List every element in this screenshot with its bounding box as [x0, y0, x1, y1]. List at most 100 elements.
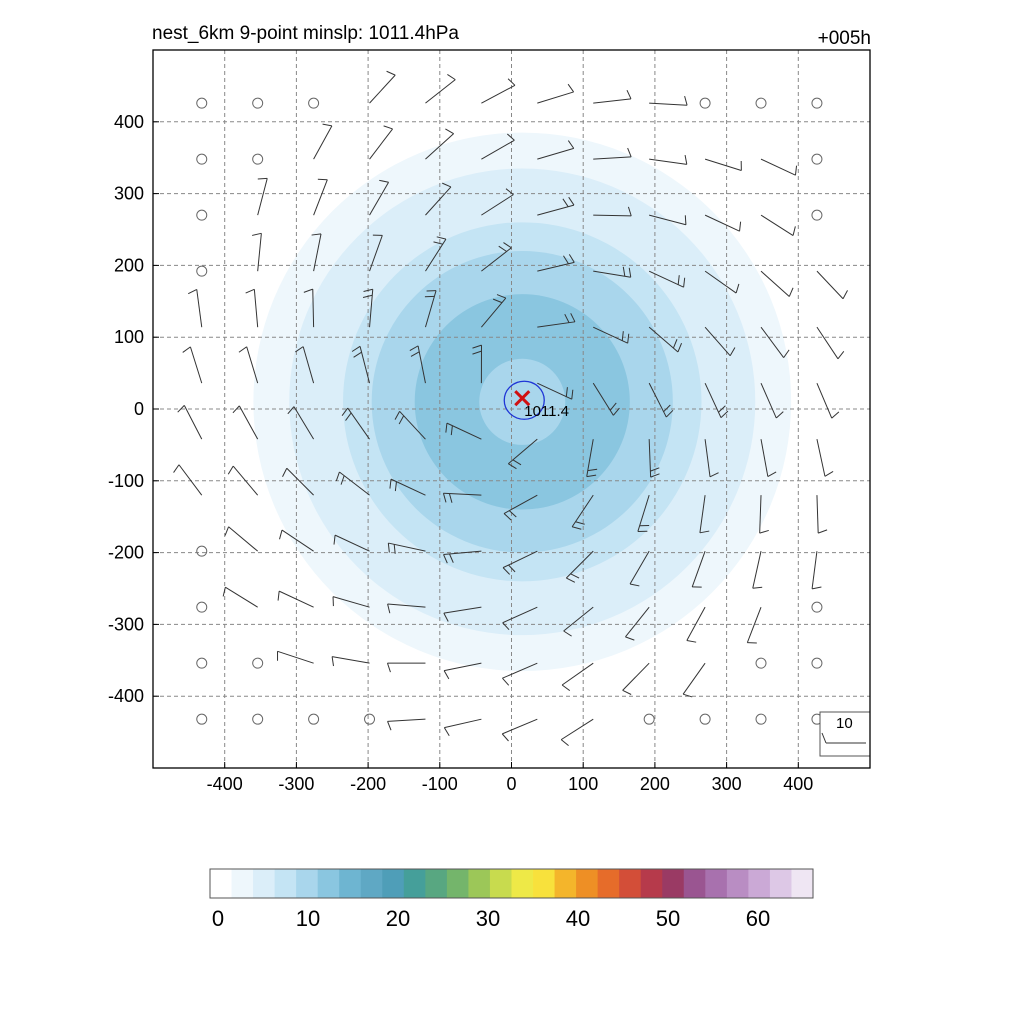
wind-barb — [648, 439, 660, 478]
wind-barb — [173, 464, 203, 496]
barb-feather — [363, 288, 373, 292]
y-tick-label: 200 — [114, 255, 144, 275]
barb-shaft — [649, 158, 687, 165]
barb-shaft — [232, 465, 259, 496]
colorbar-tick-label: 50 — [656, 906, 680, 931]
barb-feather — [506, 133, 515, 141]
colorbar-segment — [468, 869, 491, 898]
barb-feather — [622, 266, 626, 277]
chart-title-right: +005h — [818, 28, 871, 49]
wind-barb — [333, 534, 370, 552]
grid-lines — [153, 50, 870, 768]
barb-shaft — [369, 128, 393, 160]
wind-barb — [257, 177, 268, 216]
barb-feather — [387, 543, 390, 553]
barb-shaft — [481, 84, 516, 104]
barb-feather — [718, 405, 726, 413]
barb-feather — [568, 196, 575, 206]
wind-barb — [387, 718, 426, 731]
calm-wind-circle — [811, 97, 823, 109]
barb-feather — [682, 693, 693, 698]
barb-feather — [449, 553, 454, 563]
barb-shaft — [312, 289, 315, 328]
y-tick-label: -300 — [108, 614, 144, 634]
wind-barb — [502, 606, 538, 631]
barb-feather — [567, 83, 575, 93]
wind-speed-shading — [213, 93, 831, 711]
barb-shaft — [313, 233, 322, 272]
calm-wind-circle — [196, 153, 208, 165]
barb-feather — [567, 140, 575, 149]
calm-wind-circle — [811, 153, 823, 165]
barb-feather — [811, 586, 822, 590]
barb-feather — [563, 255, 569, 265]
calm-wind-circle — [643, 713, 655, 725]
barb-feather — [505, 188, 514, 196]
barb-feather — [433, 241, 443, 245]
barb-shaft — [425, 133, 454, 160]
barb-shaft — [649, 214, 687, 226]
barb-feather — [238, 346, 247, 353]
wind-barb — [409, 345, 426, 384]
barb-shaft — [704, 439, 711, 477]
colorbar-segment — [446, 869, 470, 898]
wind-barb — [691, 550, 706, 588]
barb-shaft — [502, 606, 538, 624]
wind-barb — [369, 125, 393, 160]
wind-barb — [649, 214, 687, 226]
calm-wind-circle — [811, 209, 823, 221]
barb-feather — [563, 630, 572, 637]
wind-barb — [245, 288, 259, 328]
barb-shaft — [425, 186, 452, 216]
barb-feather — [629, 583, 640, 587]
barb-feather — [684, 154, 688, 165]
wind-barb — [331, 656, 370, 667]
barb-feather — [665, 409, 674, 418]
wind-barb — [279, 529, 314, 552]
barb-shaft — [649, 102, 688, 106]
barb-feather — [503, 513, 512, 521]
wind-barb — [481, 78, 516, 104]
barb-feather — [409, 345, 419, 352]
barb-feather — [177, 405, 185, 413]
barb-shaft — [253, 289, 259, 328]
barb-feather — [709, 472, 719, 478]
barb-feather — [345, 412, 352, 421]
barb-shaft — [369, 235, 383, 272]
barb-feather — [508, 564, 516, 573]
barb-shaft — [277, 650, 314, 664]
colorbar-segment — [705, 869, 728, 898]
barb-feather — [775, 411, 784, 419]
barb-feather — [625, 636, 635, 641]
colorbar-segment — [769, 869, 793, 898]
calm-wind-circle — [196, 209, 208, 221]
wind-barb — [592, 382, 620, 416]
x-tick-label: -400 — [207, 774, 243, 794]
barb-shaft — [257, 178, 268, 216]
barb-shaft — [746, 606, 762, 643]
x-axis: -400 -300 -200 -100 0 100 200 300 400 — [207, 762, 813, 794]
barb-shaft — [622, 662, 650, 691]
wind-barb — [561, 662, 594, 692]
wind-barb — [238, 346, 259, 384]
wind-barb — [537, 254, 575, 272]
barb-feather — [410, 351, 420, 357]
barb-feather — [684, 215, 687, 225]
barb-feather — [735, 283, 740, 294]
barb-feather — [683, 277, 686, 288]
wind-barb — [593, 326, 630, 344]
barb-shaft — [444, 718, 482, 729]
barb-feather — [188, 289, 197, 295]
x-tick-label: 200 — [640, 774, 670, 794]
colorbar-segment — [425, 869, 448, 898]
wind-barb — [704, 158, 742, 171]
barb-feather — [512, 459, 522, 466]
colorbar-segment — [683, 869, 706, 898]
wind-barb — [649, 95, 688, 106]
barb-feather — [677, 275, 680, 285]
colorbar-segment — [619, 869, 642, 898]
barb-shaft — [302, 346, 315, 384]
wind-barb — [425, 182, 452, 216]
barb-shaft — [502, 718, 538, 735]
colorbar-segment — [597, 869, 620, 898]
